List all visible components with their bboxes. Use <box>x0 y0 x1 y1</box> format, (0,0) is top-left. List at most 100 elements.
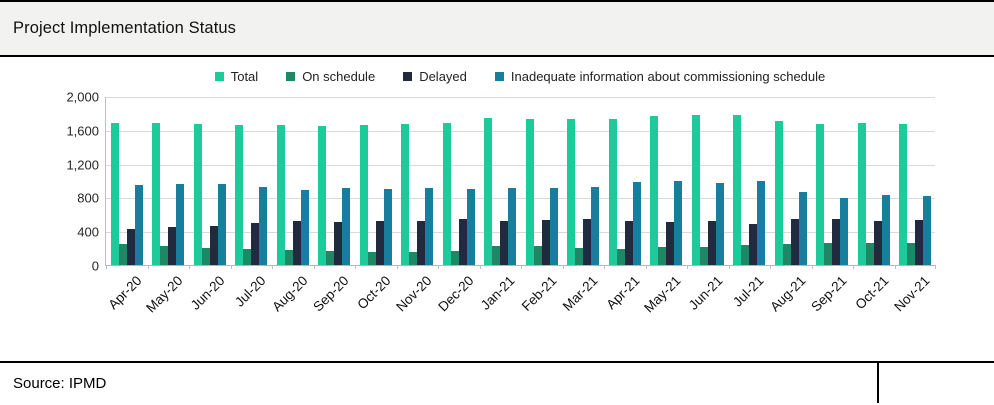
x-axis-tick-label: Jan-21 <box>478 273 518 313</box>
bar <box>798 192 807 265</box>
x-axis-tick-label: Jul-20 <box>232 273 269 310</box>
bar <box>209 225 218 265</box>
bar <box>160 246 169 265</box>
x-axis-tick-label: Nov-20 <box>393 273 435 315</box>
x-axis-tick <box>894 265 896 269</box>
bar <box>409 252 418 265</box>
bar <box>152 123 161 265</box>
x-axis-tick <box>230 265 232 269</box>
bar <box>549 187 558 265</box>
bar <box>816 124 825 265</box>
bar <box>450 251 459 265</box>
bar-group-Oct-21 <box>853 97 895 265</box>
bar <box>425 187 434 265</box>
bar <box>134 185 143 265</box>
x-axis-tick <box>935 265 936 269</box>
chart-legend: Total On schedule Delayed Inadequate inform… <box>105 69 935 84</box>
legend-label: Inadequate information about commissioni… <box>510 69 826 84</box>
bar <box>616 248 625 265</box>
legend-item-2: Delayed <box>403 69 467 84</box>
bar <box>193 123 202 265</box>
x-axis-tick <box>147 265 149 269</box>
bar <box>484 118 493 265</box>
bar-group-Jul-21 <box>729 97 771 265</box>
bar <box>624 221 633 265</box>
bar <box>782 244 791 265</box>
x-axis-tick-label: Mar-21 <box>560 273 601 314</box>
bar-group-Dec-20 <box>438 97 480 265</box>
x-axis-tick-label: May-21 <box>641 273 684 316</box>
bar <box>110 123 119 265</box>
bar <box>176 183 185 265</box>
x-axis-tick <box>770 265 771 269</box>
bar <box>375 220 384 265</box>
bar <box>492 246 501 265</box>
bar <box>907 243 916 265</box>
gridline <box>106 97 935 98</box>
bar <box>541 219 550 265</box>
x-axis-tick-label: Aug-20 <box>268 273 311 315</box>
bar <box>458 218 467 265</box>
bar <box>591 186 600 265</box>
x-axis-tick-label: Nov-21 <box>891 273 933 315</box>
bar <box>401 124 410 265</box>
bar <box>691 115 700 265</box>
x-axis-tick <box>272 265 273 269</box>
gridline <box>106 232 935 234</box>
x-axis-tick-label: Apr-20 <box>105 273 145 313</box>
bar <box>276 125 285 265</box>
bar <box>741 244 750 265</box>
bar <box>259 186 268 265</box>
bar <box>217 183 226 265</box>
bar <box>466 188 475 265</box>
bar <box>235 124 244 265</box>
y-axis-tick-label: 800 <box>77 190 99 206</box>
bar-group-Jan-21 <box>480 97 522 265</box>
x-axis-tick-label: May-20 <box>143 273 186 316</box>
bar <box>251 223 260 265</box>
legend-label: Total <box>230 69 259 84</box>
bar <box>342 188 351 265</box>
bar-group-Aug-21 <box>770 97 812 265</box>
bar <box>857 123 866 265</box>
bar-group-May-20 <box>148 97 190 265</box>
legend-item-1: On schedule <box>286 69 375 84</box>
bar <box>383 188 392 265</box>
y-axis-tick-label: 2,000 <box>66 89 99 105</box>
bar <box>525 119 534 265</box>
bar <box>243 249 252 265</box>
bar-group-Nov-21 <box>895 97 937 265</box>
x-axis-tick <box>355 265 356 269</box>
bar <box>699 247 708 265</box>
bar <box>567 118 576 265</box>
legend-swatch-icon <box>286 72 296 81</box>
x-axis-tick <box>604 265 605 269</box>
gridline <box>106 130 935 132</box>
x-axis-tick-label: Jul-21 <box>730 273 767 310</box>
x-axis-tick-label: Sep-21 <box>808 273 850 315</box>
x-axis-tick-label: Feb-21 <box>518 273 560 314</box>
bar-group-Feb-21 <box>521 97 563 265</box>
source-text: Source: IPMD <box>13 374 107 392</box>
x-axis-tick-label: Oct-20 <box>354 273 394 313</box>
page-title: Project Implementation Status <box>13 19 237 37</box>
y-axis-tick-label: 1,600 <box>66 123 99 139</box>
bar-group-Apr-21 <box>604 97 646 265</box>
x-axis-tick <box>853 265 854 269</box>
bar <box>757 180 766 265</box>
chart-region: Total On schedule Delayed Inadequate inform… <box>0 57 994 361</box>
x-axis-tick <box>728 265 730 269</box>
bar-group-Apr-20 <box>106 97 148 265</box>
x-axis-tick-label: Aug-21 <box>766 273 809 315</box>
y-axis-tick-label: 0 <box>91 258 99 274</box>
x-axis-tick <box>313 265 315 269</box>
bar <box>201 248 210 265</box>
plot-area <box>105 97 937 269</box>
bar <box>899 123 908 265</box>
bar <box>666 222 675 265</box>
bar <box>583 218 592 265</box>
bar <box>334 221 343 265</box>
bar <box>508 187 517 265</box>
x-axis-tick <box>189 265 190 269</box>
